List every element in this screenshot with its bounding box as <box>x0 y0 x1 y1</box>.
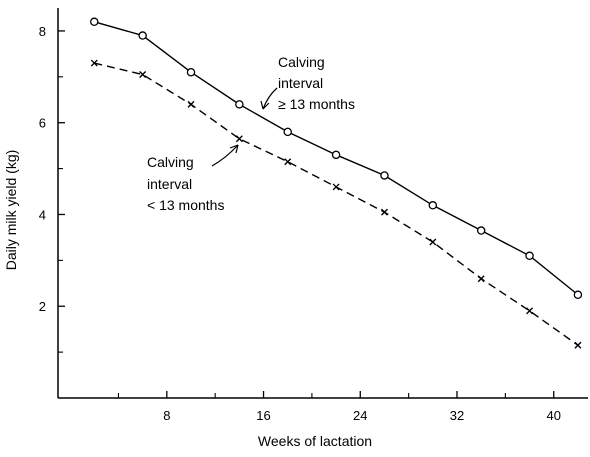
annotation-lower-line3: < 13 months <box>147 197 224 213</box>
data-point-cross <box>574 341 582 349</box>
data-point-cross <box>187 100 195 108</box>
y-tick-label: 8 <box>39 24 46 39</box>
y-axis-title: Daily milk yield (kg) <box>3 150 19 271</box>
data-point-cross <box>139 71 147 79</box>
data-point-circle <box>138 31 147 40</box>
annotation-lower-arrowhead <box>229 144 239 154</box>
data-point-cross <box>429 238 437 246</box>
annotation-upper-line2: interval <box>278 75 323 91</box>
x-tick-label: 16 <box>256 408 270 423</box>
annotation-upper-arrow <box>262 87 278 110</box>
data-point-cross <box>90 59 98 67</box>
y-tick-label: 6 <box>39 116 46 131</box>
annotation-upper-line3: ≥ 13 months <box>278 96 355 112</box>
x-tick-label: 24 <box>353 408 367 423</box>
data-point-circle <box>573 290 583 300</box>
data-point-cross <box>284 158 292 166</box>
annotation-upper-line1: Calving <box>278 54 325 70</box>
data-point-circle <box>331 150 341 160</box>
x-axis-title: Weeks of lactation <box>258 433 372 449</box>
data-point-circle <box>283 127 292 137</box>
x-tick-label: 8 <box>163 408 170 423</box>
x-tick-label: 40 <box>546 408 560 423</box>
y-tick-label: 2 <box>39 299 46 314</box>
annotation-lower: Calving interval < 13 months <box>147 144 239 213</box>
data-point-circle <box>90 17 99 27</box>
annotation-lower-arrow <box>211 144 239 167</box>
data-point-cross <box>332 183 340 191</box>
data-point-circle <box>525 251 534 261</box>
data-point-circle <box>476 226 486 235</box>
data-point-cross <box>235 135 243 143</box>
annotation-upper: Calving interval ≥ 13 months <box>260 54 355 112</box>
data-point-circle <box>380 171 389 180</box>
data-point-circle <box>186 67 196 77</box>
annotation-lower-line2: interval <box>147 176 192 192</box>
data-point-cross <box>526 307 534 315</box>
series-layer <box>90 17 583 349</box>
data-point-circle <box>428 201 438 210</box>
data-point-circle <box>235 100 244 109</box>
y-tick-label: 4 <box>39 207 46 222</box>
annotation-lower-line1: Calving <box>147 154 194 170</box>
annotation-upper-arrowhead <box>260 100 270 110</box>
data-point-cross <box>380 208 388 216</box>
data-point-cross <box>477 275 485 283</box>
x-tick-label: 32 <box>450 408 464 423</box>
